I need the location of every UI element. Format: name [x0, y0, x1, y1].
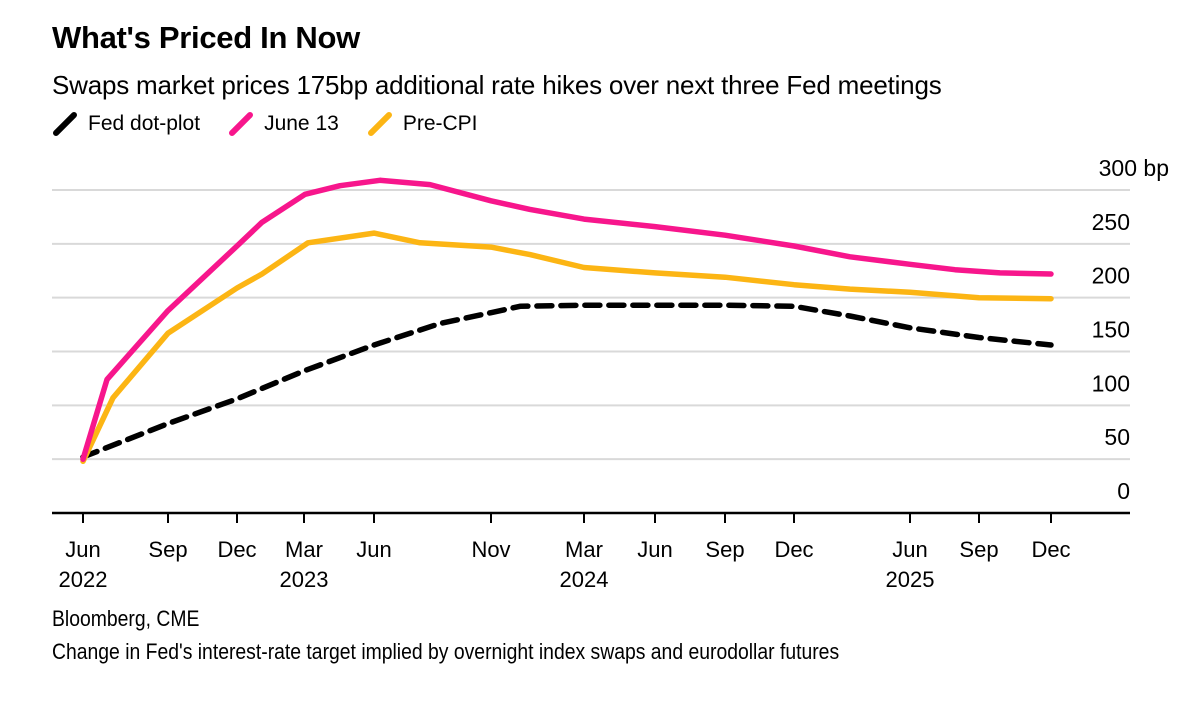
- x-tick-month-label: Jun: [637, 537, 672, 562]
- legend-item-pre-cpi: Pre-CPI: [367, 111, 478, 137]
- x-tick-year-label: 2024: [560, 567, 609, 592]
- x-tick-month-label: Mar: [285, 537, 323, 562]
- y-axis-label: 150: [1092, 317, 1130, 343]
- x-tick-month-label: Dec: [1031, 537, 1070, 562]
- x-tick-month-label: Sep: [148, 537, 187, 562]
- x-tick-month-label: Sep: [959, 537, 998, 562]
- legend-swatch-pink-slash-icon: [229, 112, 254, 136]
- y-axis-label: 100: [1092, 370, 1130, 396]
- legend-item-june-13: June 13: [228, 111, 339, 137]
- x-tick-month-label: Jun: [892, 537, 927, 562]
- legend-swatch-yellow-slash-icon: [367, 112, 392, 136]
- y-axis-label: 200: [1092, 263, 1130, 289]
- x-tick-month-label: Dec: [774, 537, 813, 562]
- legend-swatch-black-slash-icon: [53, 112, 77, 136]
- legend-item-fed-dot-plot: Fed dot-plot: [52, 111, 200, 137]
- description-line: Change in Fed's interest-rate target imp…: [52, 639, 840, 664]
- x-tick-month-label: Sep: [705, 537, 744, 562]
- x-tick-year-label: 2022: [59, 567, 108, 592]
- x-tick-month-label: Jun: [65, 537, 100, 562]
- series-line-pre-cpi: [80, 230, 1054, 465]
- x-tick-year-label: 2025: [886, 567, 935, 592]
- y-axis-label: 300 bp: [1099, 155, 1169, 181]
- y-axis-label: 0: [1117, 478, 1130, 504]
- x-tick-year-label: 2023: [280, 567, 329, 592]
- chart-footer: Bloomberg, CME Change in Fed's interest-…: [52, 602, 839, 668]
- legend-label: June 13: [264, 112, 339, 135]
- chart-legend: Fed dot-plot June 13 Pre-CPI: [52, 111, 478, 137]
- series-line-fed-dot-plot: [80, 302, 1054, 460]
- series-line-june-13: [80, 177, 1054, 462]
- chart-subtitle: Swaps market prices 175bp additional rat…: [52, 70, 942, 100]
- y-axis-label: 50: [1104, 424, 1130, 450]
- y-axis-label: 250: [1092, 209, 1130, 235]
- x-tick-month-label: Dec: [217, 537, 256, 562]
- legend-label: Fed dot-plot: [88, 112, 201, 135]
- x-tick-month-label: Nov: [471, 537, 510, 562]
- x-tick-month-label: Jun: [356, 537, 391, 562]
- x-tick-month-label: Mar: [565, 537, 603, 562]
- legend-label: Pre-CPI: [402, 112, 478, 135]
- chart-title: What's Priced In Now: [52, 20, 360, 55]
- source-line: Bloomberg, CME: [52, 606, 200, 631]
